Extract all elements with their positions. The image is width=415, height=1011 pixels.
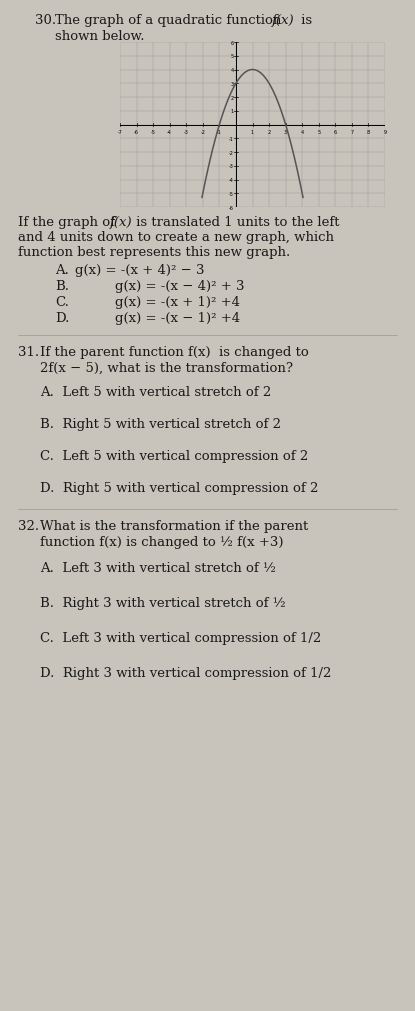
Text: function f(x) is changed to ½ f(x +3): function f(x) is changed to ½ f(x +3) — [40, 536, 283, 548]
Text: 32.: 32. — [18, 520, 39, 533]
Text: 2: 2 — [230, 95, 234, 100]
Text: -1: -1 — [229, 136, 234, 142]
Text: g(x) = -(x + 1)² +4: g(x) = -(x + 1)² +4 — [115, 295, 240, 308]
Text: 1: 1 — [251, 130, 254, 135]
Text: -2: -2 — [229, 151, 234, 156]
Text: -6: -6 — [134, 130, 139, 135]
Text: 5: 5 — [230, 55, 234, 60]
Text: -5: -5 — [151, 130, 156, 135]
Text: D.: D. — [55, 311, 69, 325]
Text: A.: A. — [55, 264, 69, 277]
Text: 3: 3 — [284, 130, 287, 135]
Text: 31.: 31. — [18, 346, 39, 359]
Text: -3: -3 — [229, 164, 234, 169]
Text: is: is — [297, 14, 312, 27]
Text: D.  Right 3 with vertical compression of 1/2: D. Right 3 with vertical compression of … — [40, 666, 331, 679]
Text: The graph of a quadratic function: The graph of a quadratic function — [55, 14, 286, 27]
Text: 2f(x − 5), what is the transformation?: 2f(x − 5), what is the transformation? — [40, 362, 293, 375]
Text: 30.: 30. — [35, 14, 56, 27]
Text: What is the transformation if the parent: What is the transformation if the parent — [40, 520, 308, 533]
Text: 6: 6 — [230, 40, 234, 45]
Text: B.  Right 5 with vertical stretch of 2: B. Right 5 with vertical stretch of 2 — [40, 418, 281, 431]
Text: 4: 4 — [300, 130, 304, 135]
Text: B.: B. — [55, 280, 69, 293]
Text: 6: 6 — [334, 130, 337, 135]
Text: 3: 3 — [230, 82, 234, 87]
Text: D.  Right 5 with vertical compression of 2: D. Right 5 with vertical compression of … — [40, 481, 318, 494]
Text: 2: 2 — [268, 130, 271, 135]
Text: -4: -4 — [167, 130, 172, 135]
Text: is translated 1 units to the left: is translated 1 units to the left — [132, 215, 339, 228]
Text: If the graph of: If the graph of — [18, 215, 119, 228]
Text: g(x) = -(x − 4)² + 3: g(x) = -(x − 4)² + 3 — [115, 280, 244, 293]
Text: A.  Left 5 with vertical stretch of 2: A. Left 5 with vertical stretch of 2 — [40, 385, 271, 398]
Text: A.  Left 3 with vertical stretch of ½: A. Left 3 with vertical stretch of ½ — [40, 561, 276, 574]
Text: g(x) = -(x + 4)² − 3: g(x) = -(x + 4)² − 3 — [75, 264, 205, 277]
Text: 4: 4 — [230, 68, 234, 73]
Text: -1: -1 — [217, 130, 222, 135]
Text: B.  Right 3 with vertical stretch of ½: B. Right 3 with vertical stretch of ½ — [40, 596, 286, 610]
Text: C.: C. — [55, 295, 69, 308]
Text: 1: 1 — [230, 109, 234, 114]
Text: -3: -3 — [184, 130, 189, 135]
Text: 9: 9 — [383, 130, 386, 135]
Text: -5: -5 — [229, 191, 234, 196]
Text: If the parent function f(x)  is changed to: If the parent function f(x) is changed t… — [40, 346, 309, 359]
Text: function best represents this new graph.: function best represents this new graph. — [18, 246, 290, 259]
Text: 8: 8 — [367, 130, 370, 135]
Text: -4: -4 — [229, 178, 234, 183]
Text: 7: 7 — [350, 130, 354, 135]
Text: f(x): f(x) — [272, 14, 295, 27]
Text: 5: 5 — [317, 130, 320, 135]
Text: -7: -7 — [117, 130, 122, 135]
Text: and 4 units down to create a new graph, which: and 4 units down to create a new graph, … — [18, 231, 334, 244]
Text: shown below.: shown below. — [55, 30, 144, 42]
Text: C.  Left 5 with vertical compression of 2: C. Left 5 with vertical compression of 2 — [40, 450, 308, 463]
Text: f(x): f(x) — [110, 215, 133, 228]
Text: -2: -2 — [200, 130, 205, 135]
Text: C.  Left 3 with vertical compression of 1/2: C. Left 3 with vertical compression of 1… — [40, 632, 321, 644]
Text: g(x) = -(x − 1)² +4: g(x) = -(x − 1)² +4 — [115, 311, 240, 325]
Text: -6: -6 — [229, 205, 234, 210]
